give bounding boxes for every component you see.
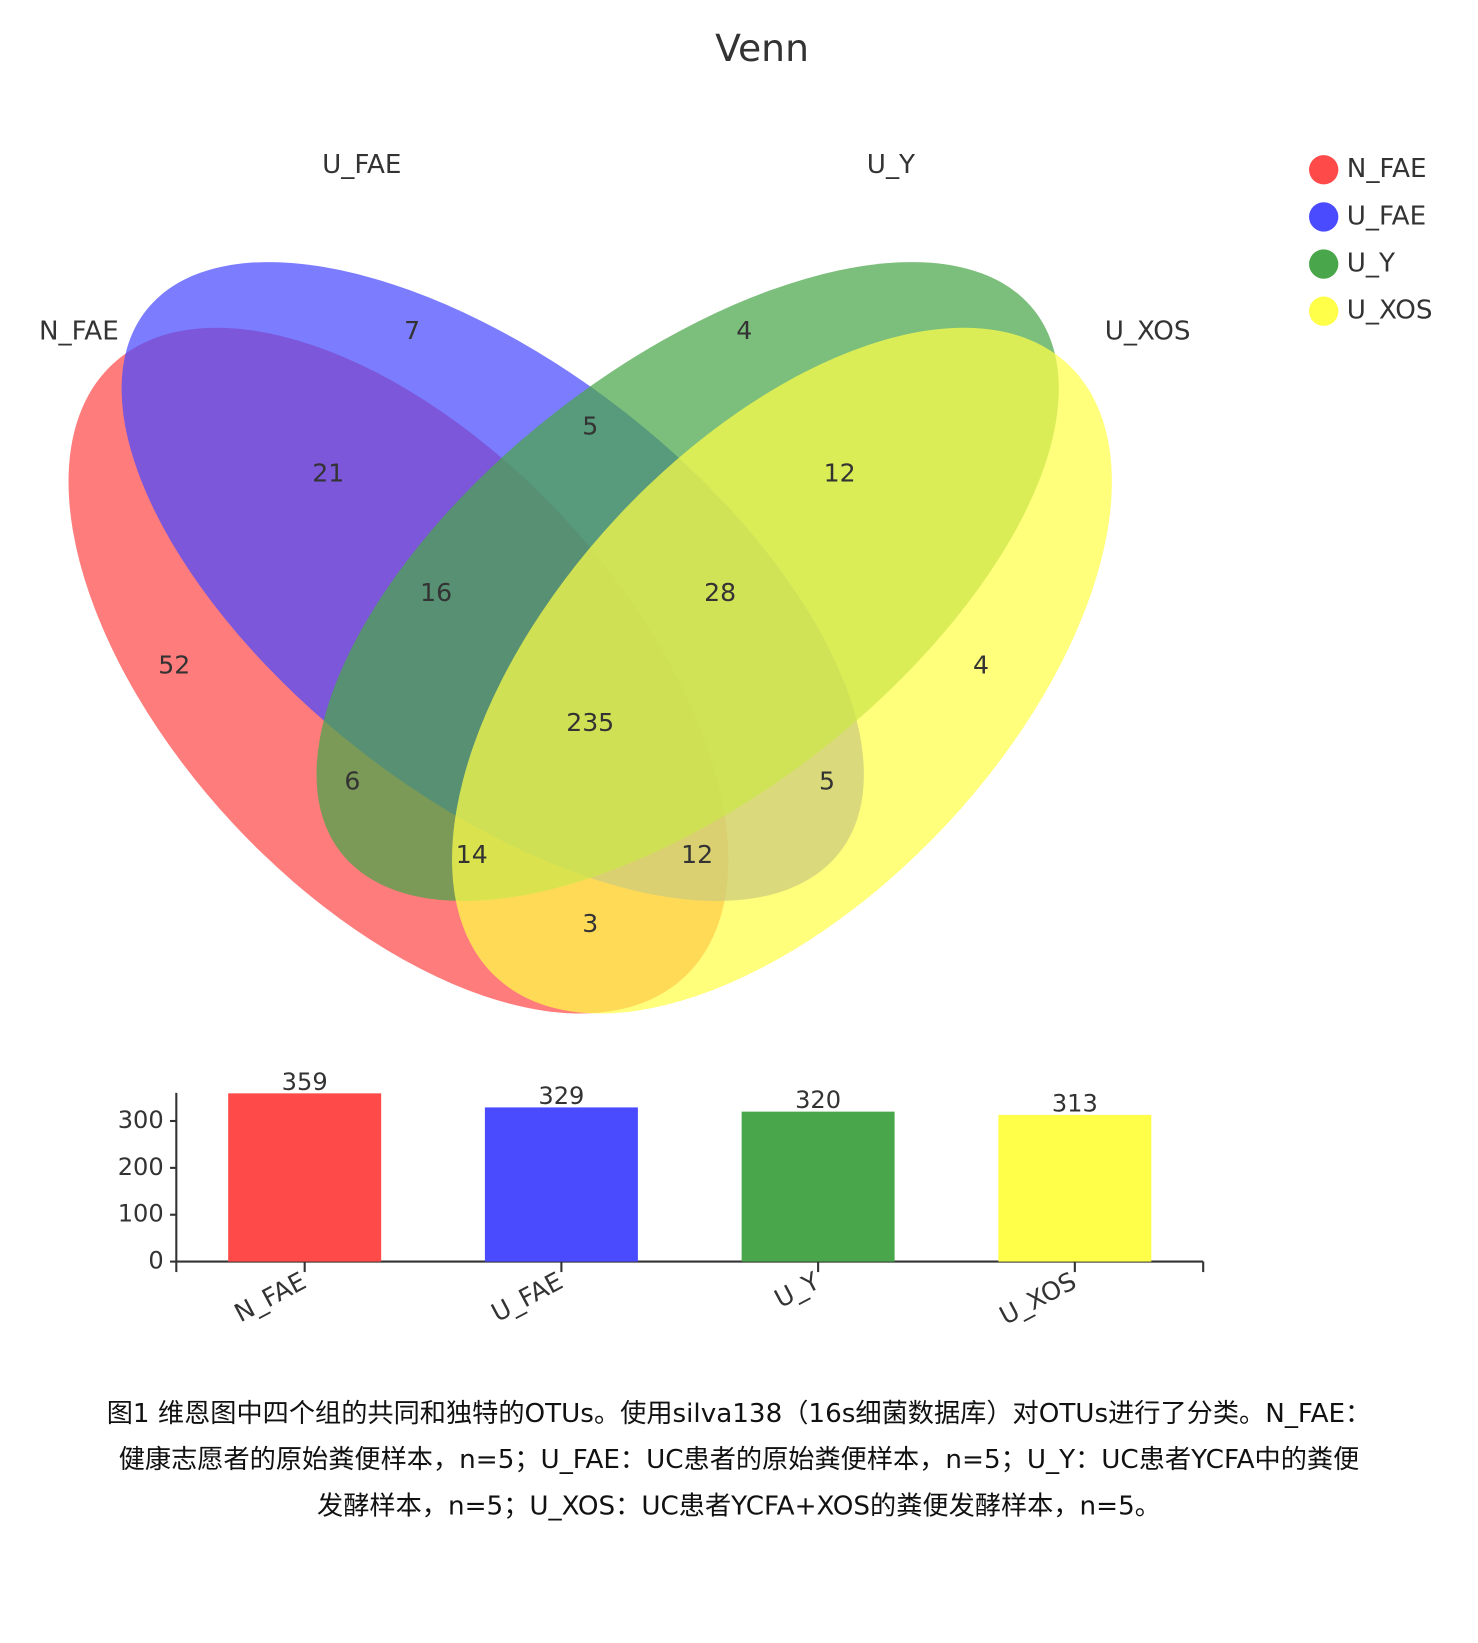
bar bbox=[484, 1107, 638, 1262]
y-tick-label: 100 bbox=[118, 1200, 164, 1228]
region-count: 4 bbox=[736, 316, 752, 345]
value-label: 313 bbox=[1052, 1089, 1098, 1117]
set-label: U_XOS bbox=[1105, 317, 1191, 347]
x-tick-label: U_XOS bbox=[995, 1266, 1081, 1330]
legend-label: U_Y bbox=[1347, 249, 1396, 279]
set-ellipse bbox=[452, 327, 1112, 1014]
legend-swatch bbox=[1309, 155, 1339, 185]
x-tick-label: N_FAE bbox=[230, 1266, 311, 1328]
region-count: 12 bbox=[824, 459, 856, 488]
legend-label: N_FAE bbox=[1347, 154, 1427, 184]
bar bbox=[228, 1093, 382, 1262]
region-count: 5 bbox=[819, 767, 835, 796]
region-count: 14 bbox=[456, 840, 488, 869]
x-tick-label: U_Y bbox=[770, 1266, 825, 1314]
legend-label: U_FAE bbox=[1347, 201, 1426, 231]
value-label: 320 bbox=[795, 1086, 841, 1114]
region-count: 28 bbox=[704, 578, 736, 607]
region-count: 235 bbox=[566, 708, 614, 737]
region-count: 3 bbox=[582, 909, 598, 938]
region-count: 16 bbox=[420, 578, 452, 607]
region-count: 21 bbox=[312, 459, 344, 488]
legend-swatch bbox=[1309, 249, 1339, 279]
legend-swatch bbox=[1309, 296, 1339, 326]
y-tick-label: 200 bbox=[118, 1153, 164, 1181]
region-count: 4 bbox=[973, 650, 989, 679]
x-tick-label: U_FAE bbox=[487, 1266, 568, 1327]
value-label: 329 bbox=[538, 1082, 584, 1110]
region-count: 5 bbox=[582, 412, 598, 441]
caption-line: 发酵样本，n=5；U_XOS：UC患者YCFA+XOS的粪便发酵样本，n=5。 bbox=[317, 1491, 1161, 1521]
set-label: U_FAE bbox=[322, 150, 401, 180]
y-tick-label: 0 bbox=[148, 1247, 163, 1275]
bar bbox=[741, 1111, 895, 1262]
set-label: U_Y bbox=[867, 150, 916, 180]
region-count: 52 bbox=[158, 650, 190, 679]
set-label: N_FAE bbox=[39, 317, 119, 347]
region-count: 6 bbox=[344, 767, 360, 796]
value-label: 359 bbox=[282, 1068, 328, 1096]
region-count: 7 bbox=[404, 316, 420, 345]
caption-line: 图1 维恩图中四个组的共同和独特的OTUs。使用silva138（16s细菌数据… bbox=[107, 1399, 1372, 1429]
legend-swatch bbox=[1309, 202, 1339, 232]
region-count: 12 bbox=[681, 840, 713, 869]
bar bbox=[998, 1114, 1152, 1262]
caption-line: 健康志愿者的原始粪便样本，n=5；U_FAE：UC患者的原始粪便样本，n=5；U… bbox=[119, 1445, 1360, 1475]
chart-title: Venn bbox=[715, 26, 809, 70]
legend-label: U_XOS bbox=[1347, 296, 1433, 326]
y-tick-label: 300 bbox=[118, 1106, 164, 1134]
